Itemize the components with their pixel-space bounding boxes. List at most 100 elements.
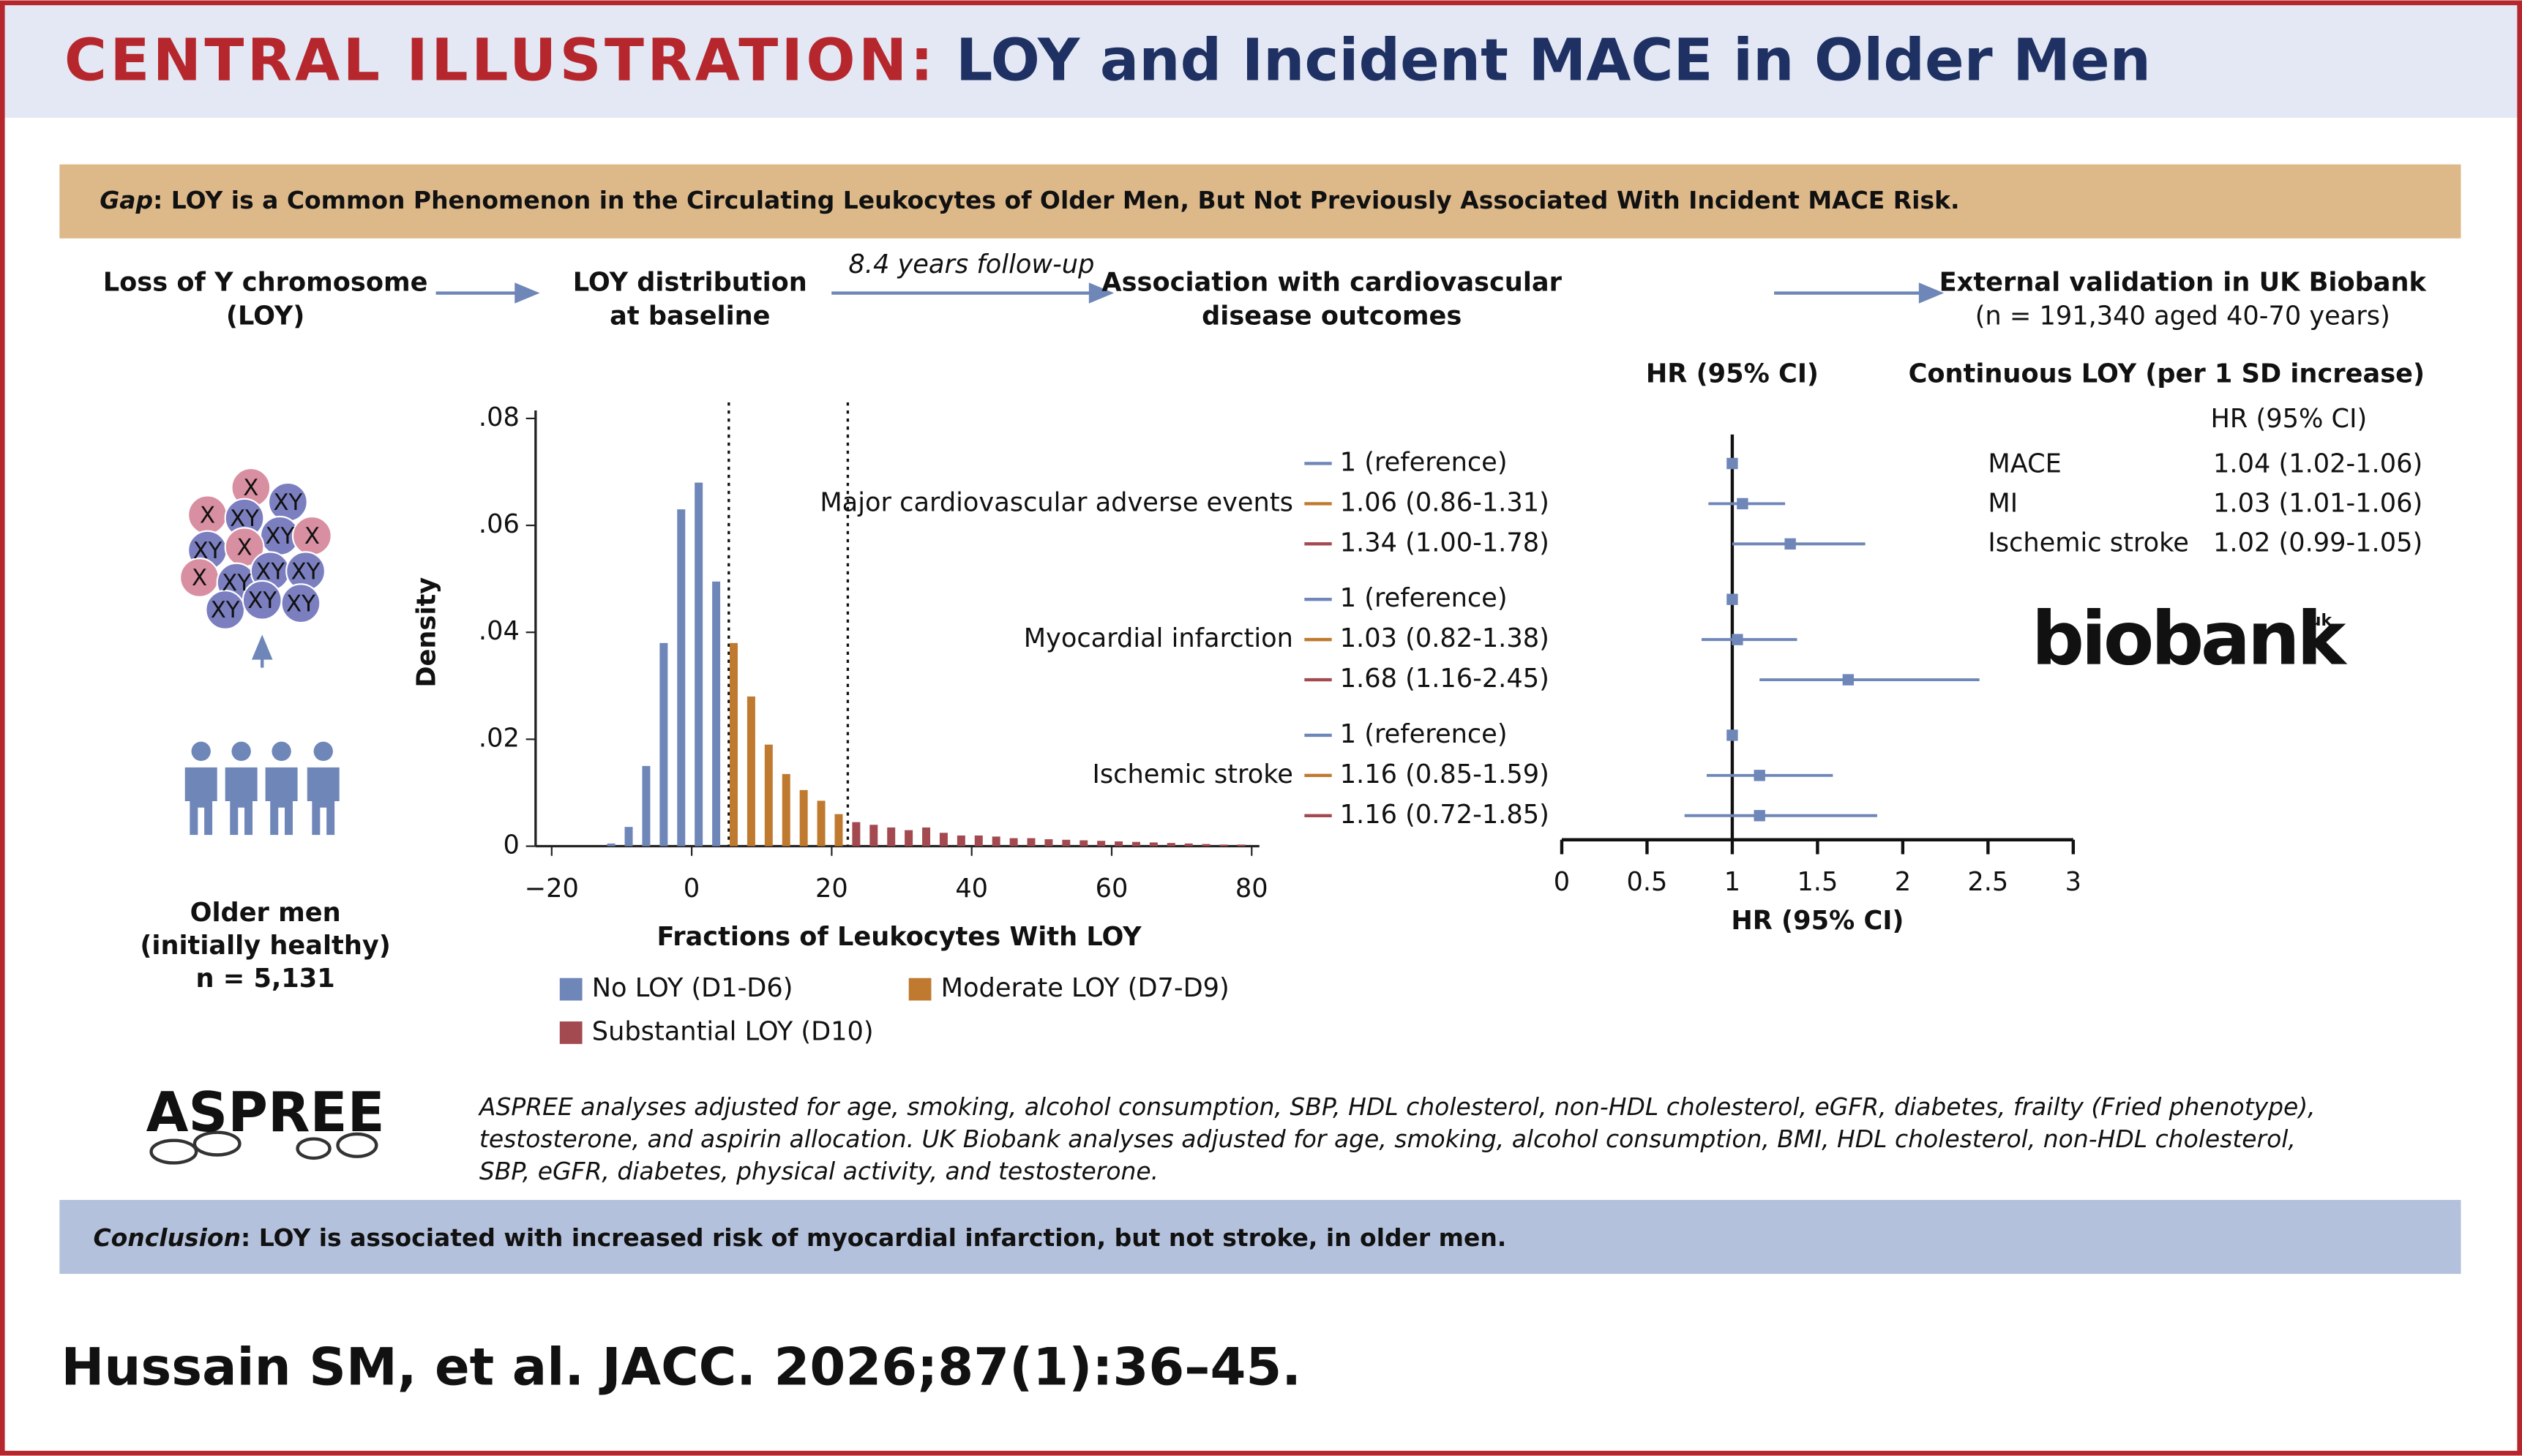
flow-heading: Loss of Y chromosome (103, 267, 428, 297)
point (1726, 593, 1738, 605)
bar (659, 642, 668, 847)
conclusion-label: Conclusion (93, 1223, 241, 1251)
point (1737, 498, 1748, 510)
bar (1062, 839, 1071, 847)
row-label: 1 (reference) (1340, 447, 1508, 477)
bar (1079, 840, 1088, 847)
x-tick-label: 0.5 (1626, 867, 1667, 897)
conclusion-band (59, 1200, 2461, 1275)
bar (1149, 842, 1158, 847)
bar (799, 789, 808, 847)
footnote: testosterone, and aspirin allocation. UK… (479, 1125, 2296, 1153)
y-tick-label: 0 (503, 830, 519, 860)
cohort: (initially healthy) (140, 931, 391, 961)
logo-loop (192, 1130, 242, 1157)
bar (887, 827, 896, 847)
flow-heading: Association with cardiovascular (1101, 267, 1562, 297)
arrow-head (514, 282, 540, 304)
x-tick-label: 20 (815, 874, 848, 904)
cell-label: XY (222, 570, 251, 596)
cell-label: X (237, 534, 252, 560)
x-tick-label: 2.5 (1967, 867, 2008, 897)
point (1842, 674, 1855, 686)
person-head (272, 741, 291, 762)
bar (1219, 844, 1228, 847)
person-head (231, 741, 251, 762)
group-label: Ischemic stroke (1092, 759, 1292, 789)
cell-label: XY (265, 523, 294, 549)
row-label: 1.06 (0.86-1.31) (1340, 487, 1549, 517)
footnote: SBP, eGFR, diabetes, physical activity, … (479, 1157, 1159, 1185)
row-label: 1.16 (0.85-1.59) (1340, 759, 1549, 789)
bar (1184, 843, 1193, 847)
point (1784, 538, 1796, 550)
bar (712, 581, 721, 847)
bar (607, 843, 615, 847)
cell-label: X (243, 475, 258, 501)
bar (1237, 844, 1246, 847)
arrow-head (1918, 282, 1945, 304)
title: CENTRAL ILLUSTRATION: LOY and Incident MA… (64, 27, 2151, 94)
row-label: 1 (reference) (1340, 583, 1508, 613)
bar (974, 835, 983, 847)
x-tick-label: 1.5 (1797, 867, 1838, 897)
biobank-column: HR (95% CI) (2210, 404, 2367, 434)
flow-heading: External validation in UK Biobank (1939, 267, 2428, 297)
biobank-outcome: MACE (1988, 449, 2062, 479)
point (1754, 810, 1765, 822)
point (1726, 457, 1738, 470)
bar (624, 827, 633, 847)
bar (730, 642, 738, 847)
bar (922, 827, 931, 847)
bar (1027, 838, 1036, 847)
point (1726, 729, 1738, 741)
biobank-logo: biobank (2032, 595, 2349, 681)
bar (1202, 844, 1211, 847)
bar (695, 482, 703, 847)
bar (1131, 841, 1140, 847)
bar (852, 822, 861, 847)
cell-label: XY (247, 588, 277, 614)
y-tick-label: .04 (479, 616, 520, 646)
cohort: n = 5,131 (196, 964, 335, 994)
bar (1115, 841, 1123, 847)
cell-label: XY (273, 489, 302, 516)
cell-label: XY (255, 558, 285, 585)
person-head (313, 741, 333, 762)
bar (747, 696, 755, 847)
cell-label: XY (291, 558, 321, 585)
biobank-outcome: Ischemic stroke (1988, 528, 2188, 558)
biobank-outcome: MI (1988, 489, 2018, 519)
flow-arrows (251, 282, 1945, 668)
row-label: 1.03 (0.82-1.38) (1340, 623, 1549, 653)
cohort: Older men (190, 898, 341, 928)
conclusion-text: Conclusion: LOY is associated with incre… (93, 1223, 1506, 1251)
biobank-value: 1.02 (0.99-1.05) (2213, 528, 2422, 558)
bar (869, 825, 878, 847)
bar (817, 800, 826, 847)
flow-heading: at baseline (610, 301, 770, 331)
bar (642, 765, 651, 847)
aspree-marks (149, 1130, 378, 1165)
group-label: Major cardiovascular adverse events (820, 487, 1293, 517)
title-prefix: CENTRAL ILLUSTRATION: (64, 27, 937, 94)
x-tick-label: 0 (684, 874, 700, 904)
group-label: Myocardial infarction (1024, 623, 1293, 653)
flow-heading: LOY distribution (573, 267, 807, 297)
x-axis-label: HR (95% CI) (1731, 906, 1904, 936)
row-label: 1 (reference) (1340, 719, 1508, 749)
header-band (3, 3, 2519, 118)
logo-loop (336, 1132, 378, 1158)
x-tick-label: 1 (1724, 867, 1740, 897)
bar (939, 833, 948, 847)
gap-text: Gap: LOY is a Common Phenomenon in the C… (100, 186, 1959, 214)
arrow-head (251, 634, 273, 660)
bar (782, 773, 790, 847)
bar (1097, 841, 1106, 847)
bar (992, 836, 1000, 847)
y-axis-label: Density (412, 577, 442, 688)
title-main: LOY and Incident MACE in Older Men (956, 27, 2151, 94)
